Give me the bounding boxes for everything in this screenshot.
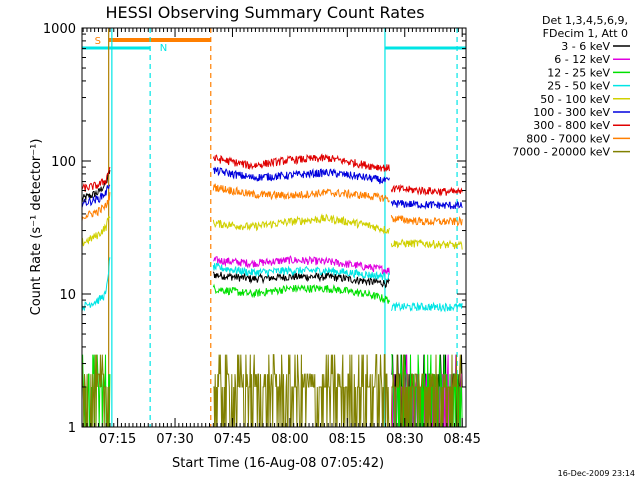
legend-entry-label: 800 - 7000 keV: [526, 132, 610, 145]
chart-title: HESSI Observing Summary Count Rates: [105, 3, 424, 22]
y-tick-label: 10: [59, 288, 76, 303]
legend-entry-label: 300 - 800 keV: [533, 119, 610, 132]
x-tick-label: 07:30: [156, 432, 193, 447]
series-3-segment-0: [81, 257, 111, 312]
y-axis: 1 10 100 1000: [43, 22, 466, 436]
legend-entry-label: 6 - 12 keV: [554, 53, 610, 66]
series-4-segment-1: [212, 213, 390, 235]
series-6: [81, 153, 463, 197]
series-6-segment-1: [212, 153, 390, 172]
series-4-segment-0: [81, 215, 111, 247]
legend-entry-label: 12 - 25 keV: [547, 66, 610, 79]
x-axis: 07:15 07:30 07:45 08:00 08:15 08:30 08:45: [82, 28, 481, 447]
series-7-segment-0: [81, 192, 111, 222]
attenuator-overlays: SN: [82, 28, 466, 427]
series-4-segment-2: [390, 238, 463, 250]
y-tick-label: 100: [51, 155, 76, 170]
marker-label-n: N: [160, 43, 167, 54]
series-1-segment-0: [213, 255, 390, 275]
y-tick-label: 1000: [43, 22, 76, 37]
x-tick-label: 07:45: [214, 432, 251, 447]
x-tick-label: 08:15: [329, 432, 366, 447]
x-tick-label: 08:45: [443, 432, 480, 447]
series-7-segment-2: [390, 214, 463, 227]
plot-frame: [81, 27, 467, 428]
series-0-segment-1: [212, 271, 390, 289]
x-tick-label: 08:00: [271, 432, 308, 447]
series-5-segment-0: [81, 184, 111, 208]
marker-label-s: S: [95, 36, 101, 47]
series-3-segment-1: [212, 262, 390, 282]
x-tick-label: 07:15: [99, 432, 136, 447]
series-6-segment-0: [81, 166, 111, 192]
x-axis-label: Start Time (16-Aug-08 07:05:42): [172, 456, 384, 471]
series-7: [81, 183, 463, 227]
legend-entry-label: 25 - 50 keV: [547, 80, 610, 93]
legend-entry-label: 3 - 6 keV: [561, 40, 610, 53]
series-8-segment-1: [213, 354, 390, 428]
footer-date: 16-Dec-2009 23:14: [558, 469, 635, 478]
series-5-segment-2: [390, 199, 463, 210]
series-7-segment-1: [212, 183, 390, 203]
legend-entry-label: 50 - 100 keV: [540, 93, 610, 106]
series-5: [81, 166, 463, 210]
series-5-segment-1: [212, 166, 390, 185]
series-8-segment-2: [390, 354, 463, 428]
legend-entry-label: 7000 - 20000 keV: [512, 146, 610, 159]
series-3-segment-2: [390, 301, 463, 313]
series-3: [81, 257, 463, 313]
legend: Det 1,3,4,5,6,9,FDecim 1, Att 03 - 6 keV…: [512, 14, 630, 159]
y-axis-label: Count Rate (s⁻¹ detector⁻¹): [29, 139, 44, 316]
legend-header-line: FDecim 1, Att 0: [543, 27, 628, 40]
x-tick-label: 08:30: [386, 432, 423, 447]
y-tick-label: 1: [68, 421, 76, 436]
series-4: [81, 213, 463, 250]
series-6-segment-2: [390, 183, 463, 197]
legend-header-line: Det 1,3,4,5,6,9,: [542, 14, 628, 27]
legend-entry-label: 100 - 300 keV: [533, 106, 610, 119]
series-2-segment-1: [212, 283, 390, 304]
